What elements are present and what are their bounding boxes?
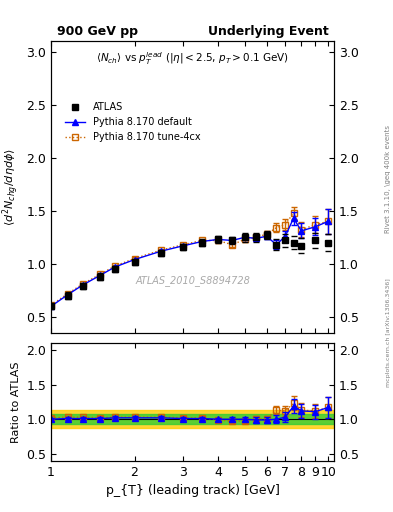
- Legend: ATLAS, Pythia 8.170 default, Pythia 8.170 tune-4cx: ATLAS, Pythia 8.170 default, Pythia 8.17…: [62, 98, 204, 146]
- X-axis label: p_{T} (leading track) [GeV]: p_{T} (leading track) [GeV]: [106, 484, 279, 497]
- Y-axis label: Ratio to ATLAS: Ratio to ATLAS: [11, 361, 21, 443]
- Text: 900 GeV pp: 900 GeV pp: [57, 25, 138, 38]
- Text: ATLAS_2010_S8894728: ATLAS_2010_S8894728: [135, 275, 250, 286]
- Text: $\langle N_{ch}\rangle$ vs $p_T^{lead}$ ($|\eta|<2.5$, $p_T > 0.1$ GeV): $\langle N_{ch}\rangle$ vs $p_T^{lead}$ …: [96, 50, 289, 67]
- Text: Underlying Event: Underlying Event: [208, 25, 329, 38]
- Text: mcplots.cern.ch [arXiv:1306.3436]: mcplots.cern.ch [arXiv:1306.3436]: [386, 279, 391, 387]
- Text: Rivet 3.1.10, \geq 400k events: Rivet 3.1.10, \geq 400k events: [385, 125, 391, 233]
- Y-axis label: $\langle d^2 N_{chg}/d\eta d\phi \rangle$: $\langle d^2 N_{chg}/d\eta d\phi \rangle…: [0, 148, 21, 226]
